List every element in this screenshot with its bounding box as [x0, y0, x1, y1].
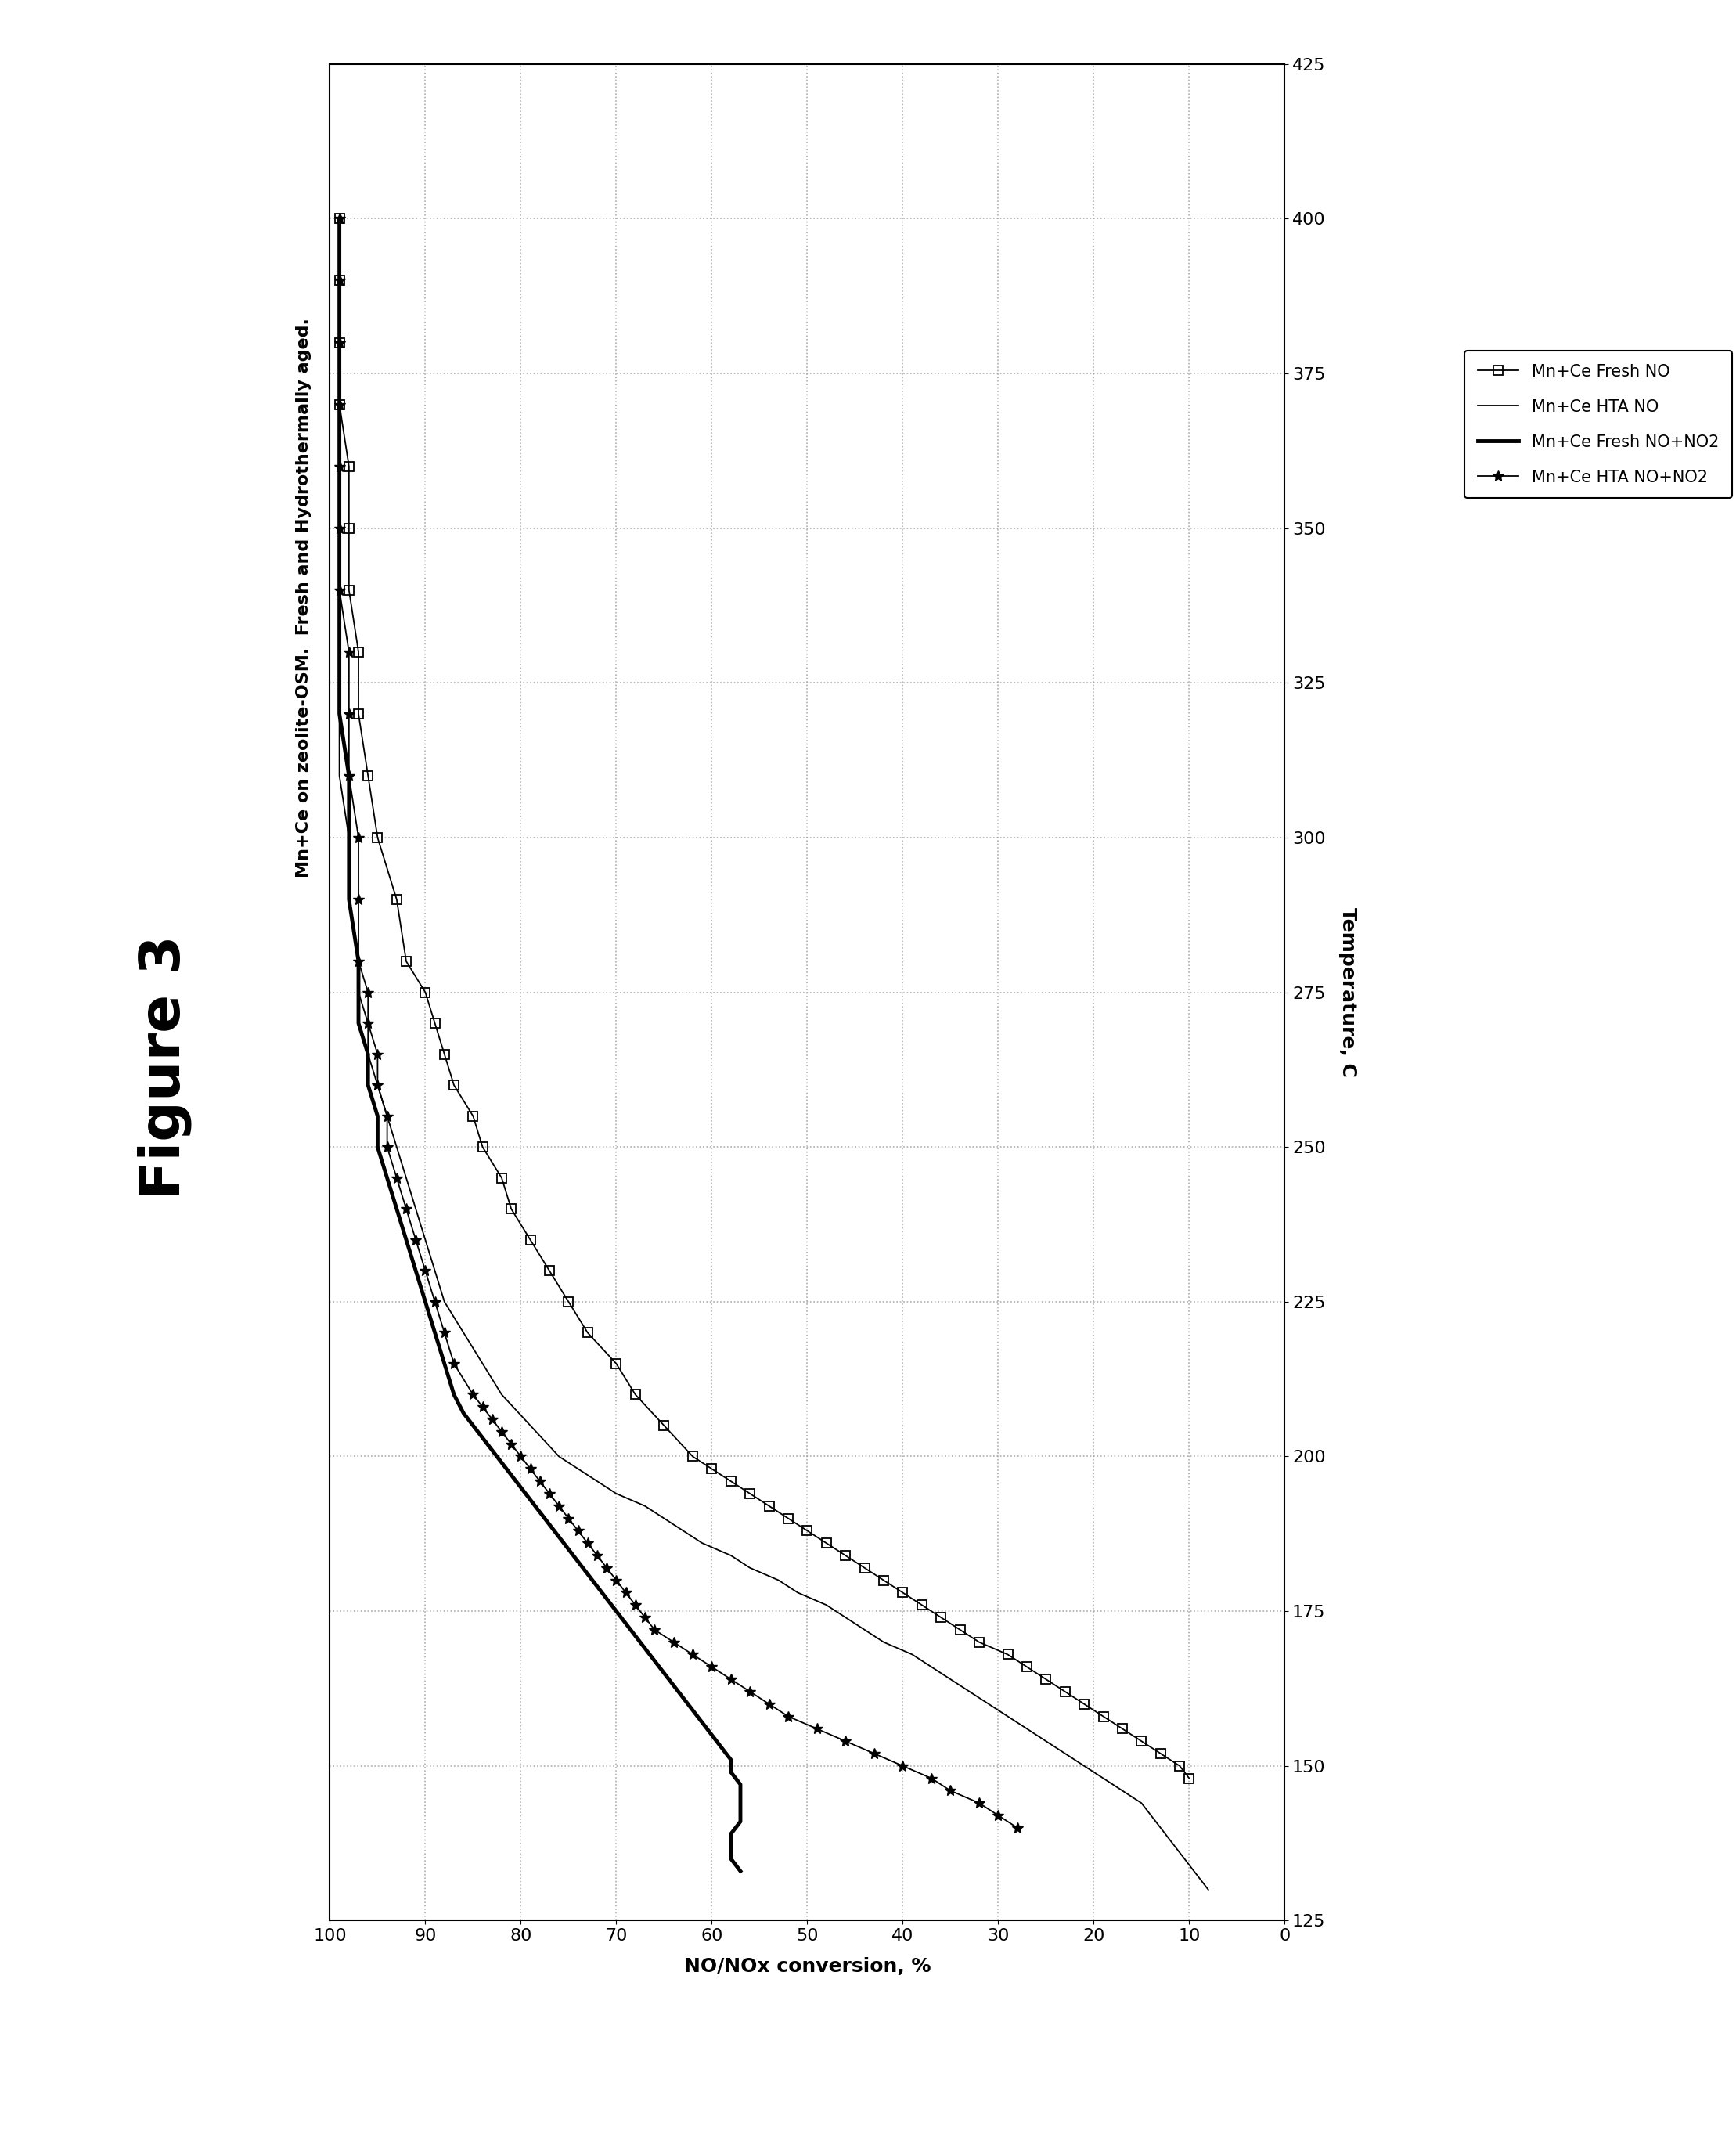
- Y-axis label: Temperature, C: Temperature, C: [1338, 907, 1358, 1078]
- Legend: Mn+Ce Fresh NO, Mn+Ce HTA NO, Mn+Ce Fresh NO+NO2, Mn+Ce HTA NO+NO2: Mn+Ce Fresh NO, Mn+Ce HTA NO, Mn+Ce Fres…: [1465, 350, 1733, 497]
- Text: Mn+Ce on zeolite-OSM.  Fresh and Hydrothermally aged.: Mn+Ce on zeolite-OSM. Fresh and Hydrothe…: [295, 318, 312, 877]
- X-axis label: NO/NOx conversion, %: NO/NOx conversion, %: [684, 1957, 930, 1976]
- Text: Figure 3: Figure 3: [137, 935, 193, 1199]
